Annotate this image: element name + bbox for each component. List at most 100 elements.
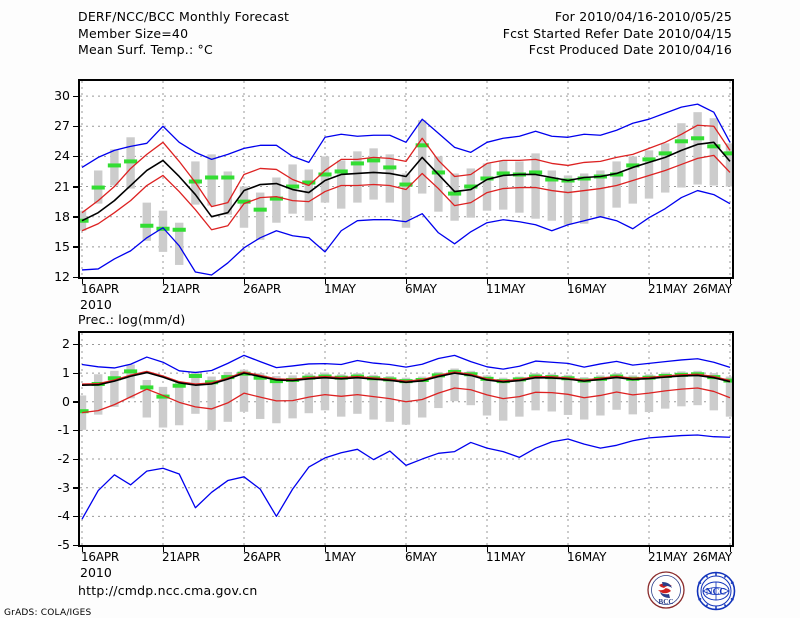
observed-range-bar: [434, 156, 443, 212]
observed-median-mark: [253, 207, 267, 212]
observed-range-bar: [272, 375, 281, 424]
observed-range-bar: [677, 123, 686, 188]
observed-median-mark: [674, 139, 688, 144]
ncc-logo: NCC: [695, 571, 737, 611]
observed-median-mark: [156, 226, 170, 231]
x-axis-tick-mark: [729, 279, 731, 284]
product-title: DERF/NCC/BCC Monthly Forecast: [78, 9, 290, 24]
observed-median-mark: [383, 165, 397, 170]
observed-range-bar: [466, 370, 476, 406]
y-axis-tick-mark: [73, 155, 78, 158]
x-axis-tick-label: 16MAY: [567, 282, 607, 296]
x-axis-tick-label: 21APR: [162, 282, 201, 296]
x-axis-tick-mark: [648, 547, 650, 552]
y-axis-tick-label: 21: [54, 178, 70, 194]
observed-median-mark: [399, 182, 413, 187]
observed-range-bar: [644, 150, 654, 199]
x-axis-tick-label: 16APR: [81, 550, 120, 564]
observed-median-mark: [188, 373, 202, 378]
observed-median-mark: [610, 172, 624, 177]
y-axis-tick-label: -5: [57, 537, 70, 552]
y-axis-tick-label: 1: [62, 365, 70, 381]
y-axis-tick-mark: [73, 125, 78, 128]
observed-median-mark: [172, 227, 186, 232]
x-axis-tick-label: 11MAY: [486, 282, 526, 296]
x-axis-tick-mark: [648, 279, 650, 284]
observed-range-bar: [288, 375, 297, 419]
observed-range-bar: [239, 186, 249, 228]
header-right-block: For 2010/04/16-2010/05/25 Fcst Started R…: [503, 9, 732, 59]
x-axis-tick-label: 11MAY: [486, 550, 526, 564]
observed-range-bar: [466, 168, 476, 218]
y-axis-tick-mark: [73, 343, 78, 346]
observed-median-mark: [221, 375, 235, 380]
temperature-plot-frame: [78, 79, 734, 279]
observed-median-mark: [431, 170, 445, 175]
observed-range-bar: [142, 379, 152, 418]
series-line-min: [81, 189, 731, 276]
observed-range-bar: [320, 372, 330, 411]
observed-range-bar: [320, 156, 330, 203]
observed-median-mark: [269, 196, 283, 201]
observed-median-mark: [464, 184, 478, 189]
observed-median-mark: [237, 199, 251, 204]
series-line-min: [81, 434, 731, 520]
series-line-mean: [81, 141, 731, 222]
series-line-mean: [81, 371, 731, 386]
observed-range-bar: [336, 160, 346, 209]
x-axis-tick-label: 26MAY: [692, 282, 732, 296]
y-axis-tick-mark: [73, 216, 78, 218]
member-size-label: Member Size=40: [78, 25, 189, 41]
precipitation-plot-canvas: [80, 333, 732, 545]
forecast-produced-date: Fcst Produced Date 2010/04/16: [528, 42, 732, 58]
observed-range-bar: [239, 369, 249, 412]
observed-median-mark: [350, 161, 364, 166]
bcc-logo: BCC: [645, 571, 687, 611]
x-axis-tick-mark: [729, 547, 731, 552]
observed-range-bar: [369, 148, 378, 200]
observed-median-mark: [80, 409, 89, 414]
observed-range-bar: [304, 373, 314, 414]
observed-range-bar: [547, 170, 557, 221]
observed-median-mark: [626, 163, 640, 168]
y-axis-tick-label: 24: [54, 148, 70, 164]
y-axis-tick-label: 27: [54, 118, 70, 134]
forecast-start-date: Fcst Started Refer Date 2010/04/15: [502, 25, 732, 41]
observed-range-bar: [110, 370, 119, 407]
observed-median-mark: [80, 218, 89, 223]
observed-range-bar: [158, 210, 168, 252]
series-line-upper_quartile: [81, 124, 731, 214]
observed-range-bar: [434, 371, 443, 409]
observed-median-mark: [415, 143, 429, 148]
observed-median-mark: [691, 136, 705, 141]
observed-range-bar: [336, 374, 346, 417]
x-axis-tick-mark: [243, 547, 245, 552]
y-axis-tick-label: 30: [54, 88, 70, 104]
y-axis-tick-mark: [73, 95, 78, 98]
observed-range-bar: [498, 160, 508, 210]
forecast-period: For 2010/04/16-2010/05/25: [554, 9, 732, 24]
x-axis-tick-label: 26APR: [243, 282, 282, 296]
y-axis-tick-mark: [73, 401, 78, 403]
y-axis-tick-label: -3: [57, 479, 70, 495]
observed-range-bar: [174, 222, 184, 265]
observed-median-mark: [124, 159, 138, 164]
x-axis-tick-mark: [405, 547, 407, 552]
temperature-panel-label: Mean Surf. Temp.: °C: [78, 42, 213, 58]
y-axis-tick-label: -2: [57, 451, 70, 467]
observed-range-bar: [158, 386, 168, 428]
precipitation-plot-frame: [78, 331, 734, 547]
x-axis-tick-label: 6MAY: [405, 282, 437, 296]
website-url[interactable]: http://cmdp.ncc.cma.gov.cn: [78, 583, 258, 598]
x-axis-tick-mark: [405, 279, 407, 284]
observed-range-bar: [255, 373, 265, 419]
x-axis-tick-label: 21APR: [162, 550, 201, 564]
bcc-logo-text: BCC: [658, 598, 673, 606]
observed-range-bar: [450, 368, 459, 402]
temperature-panel: 12 15 18 21 24 27 30 16APR 21APR 26APR 1MAY 6MAY 11…: [54, 79, 734, 312]
header-left-block: DERF/NCC/BCC Monthly Forecast Member Siz…: [78, 9, 289, 59]
x-axis-tick-label: 26MAY: [692, 550, 732, 564]
precipitation-year-label: 2010: [80, 565, 112, 580]
x-axis-tick-mark: [162, 547, 164, 552]
observed-median-mark: [334, 169, 348, 174]
